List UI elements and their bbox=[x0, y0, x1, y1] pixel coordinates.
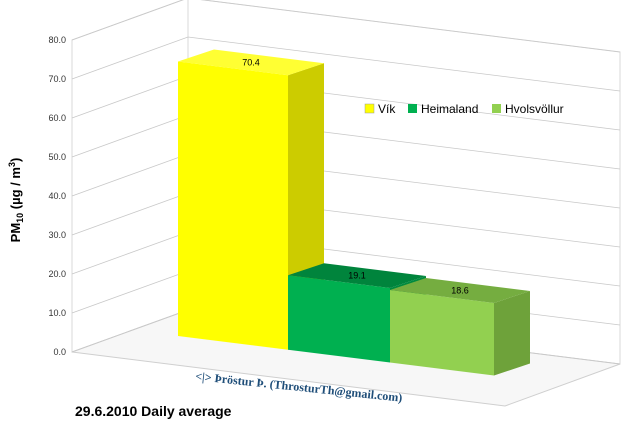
y-tick-label: 80.0 bbox=[48, 35, 66, 45]
legend-label-hvolsvollur: Hvolsvöllur bbox=[505, 102, 564, 116]
bar-front bbox=[288, 275, 390, 363]
bar-top bbox=[178, 49, 324, 76]
bar-top bbox=[288, 263, 426, 289]
legend-swatch-vik bbox=[364, 103, 375, 114]
y-tick-label: 60.0 bbox=[48, 113, 66, 123]
data-label: 18.6 bbox=[451, 285, 469, 295]
legend-swatch-heimaland bbox=[408, 104, 417, 113]
data-label: 19.1 bbox=[348, 271, 366, 281]
y-tick-label: 0.0 bbox=[53, 347, 66, 357]
data-labels: 70.4 19.1 18.6 bbox=[242, 57, 469, 295]
bar-front bbox=[178, 61, 288, 350]
legend: Vík Heimaland Hvolsvöllur bbox=[364, 102, 564, 116]
y-tick-label: 10.0 bbox=[48, 308, 66, 318]
bars bbox=[178, 49, 530, 376]
data-label: 70.4 bbox=[242, 57, 260, 67]
bar-front bbox=[390, 289, 494, 376]
side-wall bbox=[71, 0, 189, 353]
gridline bbox=[71, 36, 621, 92]
y-tick-label: 50.0 bbox=[48, 152, 66, 162]
gridline bbox=[71, 0, 621, 53]
y-tick-label: 30.0 bbox=[48, 230, 66, 240]
chart-subtitle: 29.6.2010 Daily average bbox=[75, 403, 232, 419]
y-tick-labels: 0.0 10.0 20.0 30.0 40.0 50.0 60.0 70.0 80.0 bbox=[48, 35, 66, 357]
legend-swatch-hvolsvollur bbox=[492, 104, 501, 113]
bar-top bbox=[390, 277, 530, 303]
y-tick-label: 70.0 bbox=[48, 74, 66, 84]
legend-label-vik: Vík bbox=[378, 102, 396, 116]
legend-label-heimaland: Heimaland bbox=[421, 102, 478, 116]
bar-2 bbox=[390, 277, 530, 376]
y-axis-label: PM10 (µg / m3) bbox=[7, 158, 25, 243]
y-tick-label: 20.0 bbox=[48, 269, 66, 279]
bar-side bbox=[494, 290, 530, 376]
y-tick-label: 40.0 bbox=[48, 191, 66, 201]
